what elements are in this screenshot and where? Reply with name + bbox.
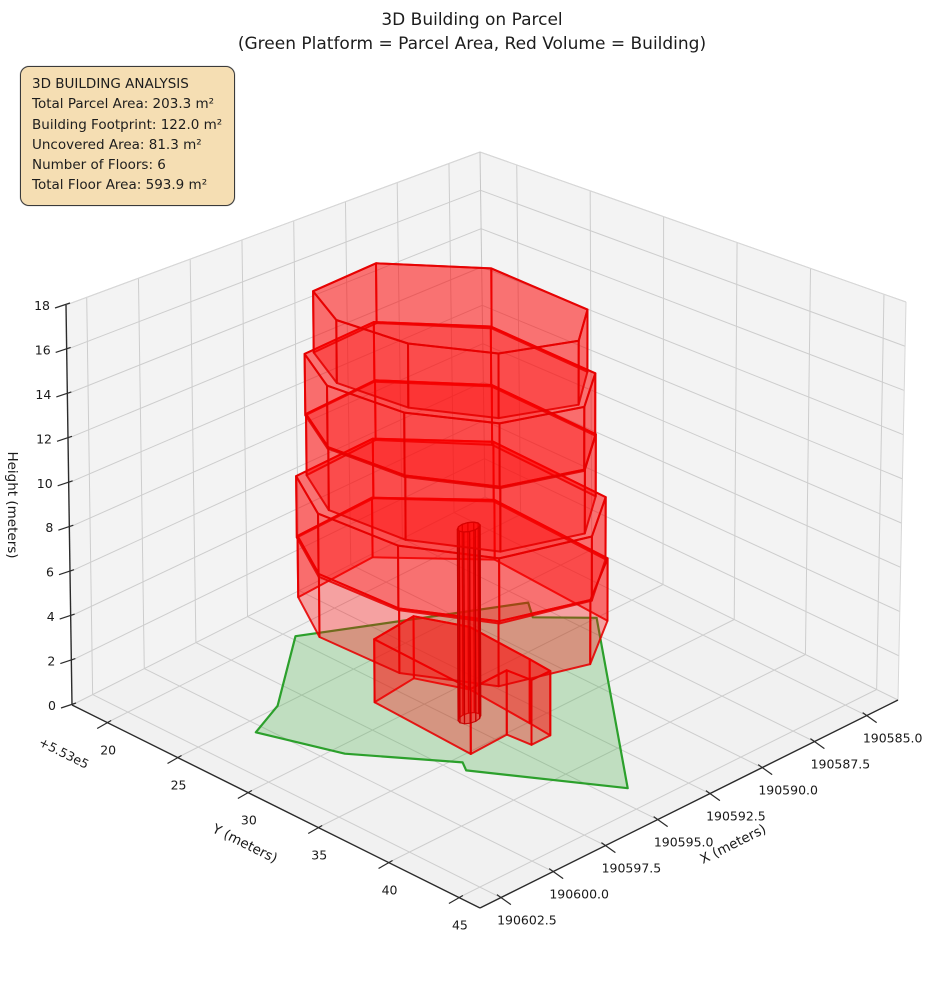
- info-stat-number-of-floors: Number of Floors: 6: [32, 157, 166, 173]
- svg-text:190592.5: 190592.5: [706, 809, 766, 824]
- axes-panes: [66, 152, 906, 908]
- svg-text:190585.0: 190585.0: [863, 731, 923, 746]
- svg-text:30: 30: [241, 813, 257, 828]
- svg-text:190587.5: 190587.5: [811, 757, 871, 772]
- info-stat-parcel-area: Total Parcel Area: 203.3 m²: [32, 96, 215, 113]
- chart-title-line2: (Green Platform = Parcel Area, Red Volum…: [237, 34, 707, 55]
- svg-text:16: 16: [35, 342, 51, 357]
- building-analysis-box: 3D BUILDING ANALYSIS Total Parcel Area: …: [20, 66, 236, 206]
- svg-text:190590.0: 190590.0: [758, 783, 818, 798]
- axis-spines: [65, 304, 899, 909]
- y-tick-labels: 20 25 30 35 40 45: [100, 743, 468, 933]
- svg-text:190595.0: 190595.0: [654, 835, 714, 850]
- svg-text:190600.0: 190600.0: [549, 887, 609, 902]
- svg-text:12: 12: [36, 431, 52, 446]
- svg-text:10: 10: [37, 476, 53, 491]
- svg-text:18: 18: [34, 298, 50, 313]
- svg-text:35: 35: [311, 848, 327, 863]
- svg-text:6: 6: [46, 565, 54, 580]
- chart-title: 3D Building on Parcel (Green Platform = …: [0, 7, 944, 55]
- info-box-title: 3D BUILDING ANALYSIS: [32, 76, 189, 92]
- pane-edges: [65, 151, 907, 701]
- svg-text:25: 25: [171, 778, 187, 793]
- svg-text:2: 2: [47, 654, 55, 669]
- x-tick-labels: 190585.0 190587.5 190590.0 190592.5 190595.0…: [497, 731, 922, 928]
- svg-text:190602.5: 190602.5: [497, 913, 557, 928]
- svg-text:8: 8: [45, 520, 53, 535]
- svg-text:190597.5: 190597.5: [602, 861, 662, 876]
- parcel-platform: [254, 601, 629, 790]
- z-axis-label: Height (meters): [4, 451, 20, 558]
- chart-title-line1: 3D Building on Parcel: [381, 10, 563, 30]
- svg-text:4: 4: [47, 609, 55, 624]
- svg-text:0: 0: [48, 698, 56, 713]
- tick-marks: [54, 302, 877, 906]
- info-stat-total-floor-area: Total Floor Area: 593.9 m²: [32, 177, 208, 194]
- building-volume: [295, 262, 609, 755]
- svg-text:40: 40: [382, 883, 398, 898]
- info-stat-uncovered-area: Uncovered Area: 81.3 m²: [32, 136, 202, 153]
- svg-text:20: 20: [100, 743, 116, 758]
- info-stat-building-footprint: Building Footprint: 122.0 m²: [32, 116, 223, 133]
- z-tick-labels: 0 2 4 6 8 10 12 14 16 18: [34, 298, 56, 713]
- svg-text:14: 14: [35, 387, 51, 402]
- y-axis-offset-text: +5.53e5: [37, 734, 92, 771]
- svg-text:45: 45: [452, 918, 468, 933]
